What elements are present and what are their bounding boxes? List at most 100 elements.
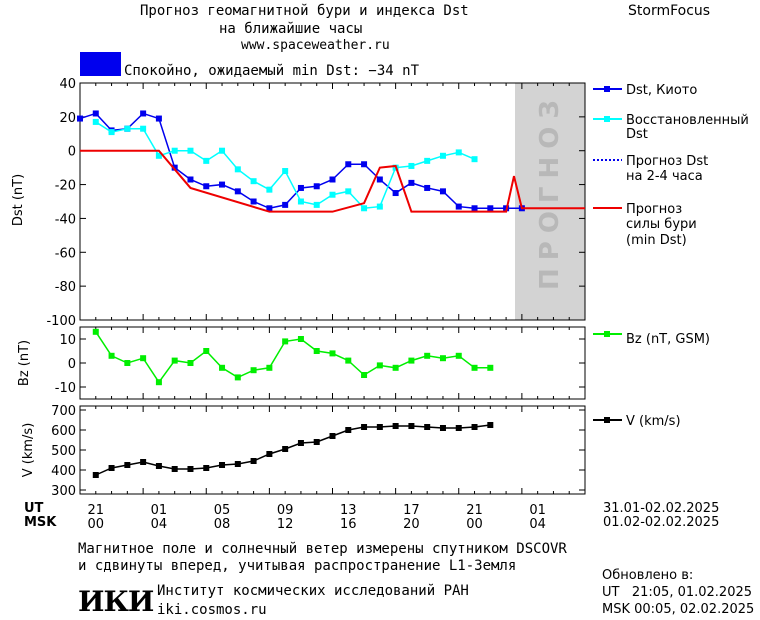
y-tick-label: 500 — [51, 444, 76, 459]
data-point — [439, 355, 446, 362]
data-point — [203, 465, 210, 471]
data-point — [266, 186, 273, 193]
legend-storm: силы бури — [626, 217, 697, 232]
data-point — [392, 190, 399, 197]
y-tick-label: -60 — [55, 246, 76, 261]
chart-title-line2: на ближайшие часы — [219, 21, 363, 37]
data-point — [155, 379, 162, 386]
status-indicator — [80, 52, 121, 76]
v-panel: 700 600 500 400 300 V (km/s) — [21, 404, 586, 499]
plot-frame — [79, 326, 586, 400]
y-tick-label: 300 — [51, 484, 76, 499]
data-point — [408, 357, 415, 364]
series-line — [95, 121, 475, 210]
status-text: Спокойно, ожидаемый min Dst: −34 nT — [124, 63, 420, 79]
legend-marker — [604, 331, 610, 337]
data-point — [140, 459, 147, 465]
x-tick-label-ut: 01 — [529, 503, 546, 518]
site-url[interactable]: www.spaceweather.ru — [241, 38, 390, 53]
y-tick-label: -80 — [55, 280, 76, 295]
data-point — [108, 465, 115, 471]
forecast-band — [515, 83, 585, 320]
x-tick-label-ut: 09 — [277, 503, 294, 518]
legend-marker — [604, 417, 610, 423]
data-point — [92, 328, 99, 335]
institute-name: Институт космических исследований РАН — [157, 583, 469, 599]
data-point — [234, 374, 241, 381]
legend-restored: Восстановленный — [626, 113, 749, 128]
x-tick-label-msk: 04 — [529, 517, 546, 532]
data-point — [187, 360, 194, 366]
y-tick-label: 600 — [51, 424, 76, 439]
y-tick-label: 10 — [59, 333, 76, 348]
plot-frame — [79, 405, 586, 495]
data-point — [297, 198, 304, 205]
x-tick-label-ut: 17 — [403, 503, 420, 518]
x-tick-label-msk: 16 — [340, 517, 357, 532]
y-tick-label: -10 — [55, 381, 76, 396]
bz-panel: 10 0 -10 Bz (nT) — [17, 326, 586, 400]
data-point — [92, 118, 99, 125]
y-tick-label: -20 — [55, 179, 76, 194]
data-point — [471, 205, 478, 212]
data-point — [487, 422, 494, 428]
msk-date-range: 01.02-02.02.2025 — [603, 515, 720, 530]
footer-note-1: Магнитное поле и солнечный ветер измерен… — [78, 541, 567, 557]
data-point — [455, 352, 462, 359]
data-point — [361, 372, 368, 378]
updated-msk: MSK 00:05, 02.02.2025 — [602, 602, 755, 617]
data-point — [171, 147, 178, 154]
x-tick-label-msk: 12 — [277, 517, 294, 532]
y-tick-label: 0 — [68, 145, 76, 160]
data-point — [329, 176, 336, 183]
data-point — [155, 463, 162, 469]
data-point — [171, 466, 178, 472]
legend-bz: Bz (nT, GSM) — [626, 332, 710, 347]
data-point — [345, 161, 352, 168]
data-point — [234, 188, 241, 195]
ut-axis-label: UT — [24, 501, 44, 516]
x-tick-label-ut: 01 — [151, 503, 168, 518]
data-point — [140, 110, 147, 117]
data-point — [471, 424, 478, 430]
legend-storm: Прогноз — [626, 202, 682, 217]
data-point — [408, 162, 415, 169]
data-point — [155, 115, 162, 122]
data-point — [361, 161, 368, 168]
data-point — [361, 205, 368, 212]
x-tick-label-msk: 00 — [466, 517, 483, 532]
y-tick-label: 400 — [51, 464, 76, 479]
data-point — [282, 446, 289, 452]
data-point — [455, 425, 462, 431]
data-point — [282, 168, 289, 175]
y-tick-label: 0 — [68, 357, 76, 372]
data-point — [266, 364, 273, 371]
legend-marker — [604, 116, 610, 122]
data-point — [424, 424, 431, 430]
data-point — [124, 360, 131, 366]
data-point — [487, 205, 494, 212]
series-line — [80, 149, 585, 213]
data-point — [376, 362, 383, 369]
institute-link[interactable]: iki.cosmos.ru — [157, 602, 267, 618]
iki-logo: ИКИ — [78, 585, 154, 618]
data-point — [171, 164, 178, 171]
data-point — [77, 115, 83, 122]
data-point — [313, 348, 320, 354]
data-point — [187, 176, 194, 183]
data-point — [345, 427, 352, 433]
data-point — [219, 364, 226, 371]
updated-label: Обновлено в: — [602, 568, 694, 583]
x-tick-label-msk: 20 — [403, 517, 420, 532]
updated-ut: UT 21:05, 01.02.2025 — [602, 585, 753, 600]
data-point — [376, 176, 383, 183]
legend-forecast-short: Прогноз Dst — [626, 154, 708, 169]
y-tick-label: 40 — [59, 77, 76, 92]
data-point — [439, 188, 446, 195]
data-point — [282, 338, 289, 345]
dst-panel: 40 20 0 -20 -40 -60 -80 -100 Dst (nT) — [11, 77, 586, 329]
data-point — [124, 462, 131, 468]
data-point — [266, 451, 273, 457]
data-point — [297, 184, 304, 191]
